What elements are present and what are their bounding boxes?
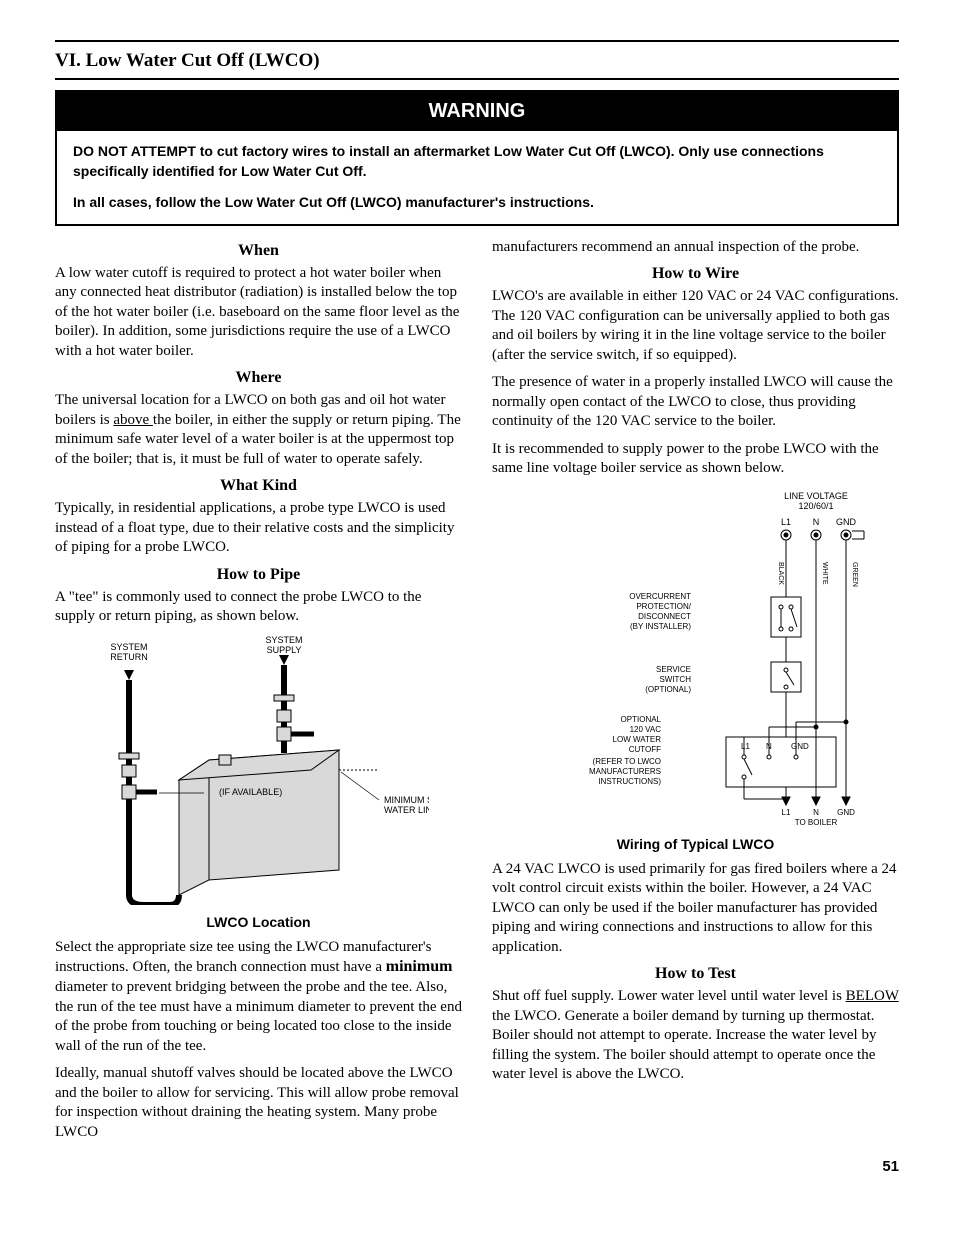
howpipe-heading: How to Pipe bbox=[55, 566, 462, 584]
howwire-p1: LWCO's are available in either 120 VAC o… bbox=[492, 287, 899, 365]
howwire-p4: A 24 VAC LWCO is used primarily for gas … bbox=[492, 860, 899, 958]
svg-text:SYSTEM: SYSTEM bbox=[265, 635, 302, 645]
svg-text:(IF AVAILABLE): (IF AVAILABLE) bbox=[219, 787, 282, 797]
bf-a: Select the appropriate size tee using th… bbox=[55, 939, 431, 976]
svg-text:GND: GND bbox=[837, 808, 855, 817]
right-column: manufacturers recommend an annual inspec… bbox=[492, 238, 899, 1150]
where-heading: Where bbox=[55, 369, 462, 387]
below-fig-p2: Ideally, manual shutoff valves should be… bbox=[55, 1064, 462, 1142]
svg-text:N: N bbox=[813, 808, 819, 817]
svg-text:SYSTEM: SYSTEM bbox=[110, 642, 147, 652]
bf-c: diameter to prevent bridging between the… bbox=[55, 979, 462, 1054]
svg-text:120/60/1: 120/60/1 bbox=[798, 501, 833, 511]
svg-text:LOW WATER: LOW WATER bbox=[612, 735, 661, 744]
bf-min: minimum bbox=[386, 958, 453, 975]
svg-text:OPTIONAL: OPTIONAL bbox=[620, 715, 661, 724]
svg-text:N: N bbox=[812, 517, 819, 527]
lwco-location-figure: SYSTEM RETURN SYSTEM SUPPLY (IF AVAILABL… bbox=[55, 635, 462, 910]
warning-box: WARNING DO NOT ATTEMPT to cut factory wi… bbox=[55, 90, 899, 226]
top-rule bbox=[55, 40, 899, 42]
svg-text:WATER LINE: WATER LINE bbox=[384, 805, 429, 815]
wiring-caption: Wiring of Typical LWCO bbox=[492, 836, 899, 852]
svg-text:GND: GND bbox=[836, 517, 857, 527]
section-title: VI. Low Water Cut Off (LWCO) bbox=[55, 50, 899, 72]
warning-header: WARNING bbox=[57, 92, 897, 131]
howpipe-para: A "tee" is commonly used to connect the … bbox=[55, 588, 462, 627]
howtest-heading: How to Test bbox=[492, 965, 899, 983]
whatkind-heading: What Kind bbox=[55, 477, 462, 495]
section-rule bbox=[55, 78, 899, 80]
svg-text:L1: L1 bbox=[781, 808, 790, 817]
svg-text:CUTOFF: CUTOFF bbox=[628, 745, 660, 754]
ht-b: the LWCO. Generate a boiler demand by tu… bbox=[492, 1008, 876, 1083]
ht-u: BELOW bbox=[846, 988, 899, 1004]
when-para: A low water cutoff is required to protec… bbox=[55, 264, 462, 362]
howtest-para: Shut off fuel supply. Lower water level … bbox=[492, 987, 899, 1085]
svg-text:MANUFACTURERS: MANUFACTURERS bbox=[588, 767, 660, 776]
whatkind-para: Typically, in residential applications, … bbox=[55, 499, 462, 558]
svg-text:INSTRUCTIONS): INSTRUCTIONS) bbox=[598, 777, 661, 786]
where-para: The universal location for a LWCO on bot… bbox=[55, 391, 462, 469]
howwire-p2: The presence of water in a properly inst… bbox=[492, 373, 899, 432]
svg-text:GREEN: GREEN bbox=[851, 562, 858, 587]
howwire-p3: It is recommended to supply power to the… bbox=[492, 440, 899, 479]
svg-text:LINE VOLTAGE: LINE VOLTAGE bbox=[784, 491, 848, 501]
svg-text:PROTECTION/: PROTECTION/ bbox=[636, 602, 691, 611]
svg-text:(BY INSTALLER): (BY INSTALLER) bbox=[629, 622, 690, 631]
when-heading: When bbox=[55, 242, 462, 260]
svg-text:SERVICE: SERVICE bbox=[656, 665, 691, 674]
svg-text:RETURN: RETURN bbox=[110, 652, 148, 662]
ht-a: Shut off fuel supply. Lower water level … bbox=[492, 988, 846, 1004]
where-underline: above bbox=[113, 412, 153, 428]
svg-text:GND: GND bbox=[791, 742, 809, 751]
warning-p2: In all cases, follow the Low Water Cut O… bbox=[73, 192, 881, 212]
below-fig-p1: Select the appropriate size tee using th… bbox=[55, 938, 462, 1056]
svg-text:LOAD: LOAD bbox=[805, 826, 827, 827]
svg-text:WHITE: WHITE bbox=[821, 562, 828, 585]
cont-para: manufacturers recommend an annual inspec… bbox=[492, 238, 899, 258]
svg-text:(REFER TO LWCO: (REFER TO LWCO bbox=[592, 757, 660, 766]
lwco-location-caption: LWCO Location bbox=[55, 914, 462, 930]
left-column: When A low water cutoff is required to p… bbox=[55, 238, 462, 1150]
svg-text:(OPTIONAL): (OPTIONAL) bbox=[645, 685, 691, 694]
two-column-layout: When A low water cutoff is required to p… bbox=[55, 238, 899, 1150]
warning-body: DO NOT ATTEMPT to cut factory wires to i… bbox=[57, 131, 897, 224]
warning-p1: DO NOT ATTEMPT to cut factory wires to i… bbox=[73, 141, 881, 182]
svg-text:MINIMUM SAFE: MINIMUM SAFE bbox=[384, 795, 429, 805]
svg-text:BLACK: BLACK bbox=[777, 562, 784, 585]
howwire-heading: How to Wire bbox=[492, 265, 899, 283]
page-number: 51 bbox=[55, 1158, 899, 1175]
svg-text:OVERCURRENT: OVERCURRENT bbox=[629, 592, 691, 601]
svg-text:L1: L1 bbox=[780, 517, 790, 527]
wiring-figure: LINE VOLTAGE 120/60/1 L1 N GND BLACK WHI… bbox=[492, 487, 899, 832]
svg-text:DISCONNECT: DISCONNECT bbox=[638, 612, 691, 621]
svg-text:120 VAC: 120 VAC bbox=[629, 725, 661, 734]
svg-text:L1: L1 bbox=[741, 742, 750, 751]
svg-text:SWITCH: SWITCH bbox=[659, 675, 691, 684]
svg-text:SUPPLY: SUPPLY bbox=[266, 645, 301, 655]
